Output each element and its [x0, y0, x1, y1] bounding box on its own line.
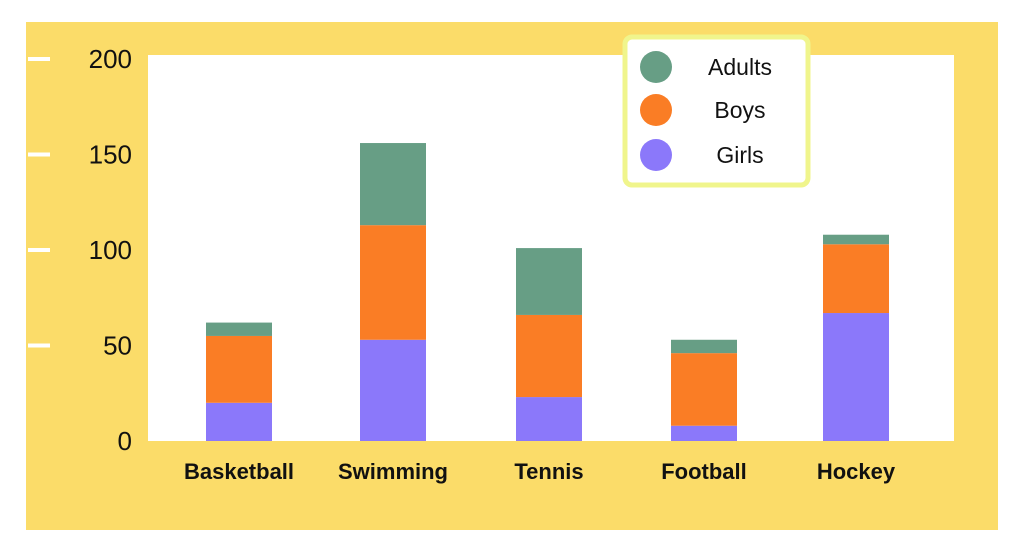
category-label: Tennis	[514, 459, 583, 484]
x-axis-category-labels: Basketball Swimming Tennis Football Hockey	[184, 459, 896, 484]
legend: Adults Boys Girls	[622, 34, 811, 188]
y-tick-label: 150	[89, 140, 132, 170]
legend-swatch-adults	[640, 51, 672, 83]
y-axis-tick-marks	[28, 57, 50, 348]
legend-label-boys: Boys	[714, 97, 765, 123]
bar-segment-adults-swimming	[360, 143, 426, 226]
bar-segment-boys-swimming	[360, 225, 426, 340]
legend-box	[622, 34, 811, 188]
bar-segment-girls-hockey	[823, 313, 889, 441]
bar-segment-boys-basketball	[206, 335, 272, 403]
bar-segment-adults-hockey	[823, 234, 889, 245]
bar-segment-boys-hockey	[823, 244, 889, 314]
bar-segment-adults-football	[671, 339, 737, 354]
bar-segment-girls-basketball	[206, 402, 272, 441]
y-tick-label: 100	[89, 235, 132, 265]
y-axis-tick-labels: 0 50 100 150 200	[89, 44, 132, 456]
category-label: Hockey	[817, 459, 896, 484]
bar-segment-girls-swimming	[360, 339, 426, 441]
legend-label-adults: Adults	[708, 54, 772, 80]
category-label: Football	[661, 459, 747, 484]
bar-segment-adults-basketball	[206, 322, 272, 336]
bar-segment-adults-tennis	[516, 248, 582, 315]
category-label: Swimming	[338, 459, 448, 484]
legend-swatch-girls	[640, 139, 672, 171]
bar-segment-girls-football	[671, 425, 737, 441]
y-tick-mark	[28, 57, 50, 61]
bar-segment-boys-football	[671, 353, 737, 426]
bar-segment-girls-tennis	[516, 397, 582, 441]
y-tick-mark	[28, 248, 50, 252]
y-tick-label: 200	[89, 44, 132, 74]
y-tick-mark	[28, 152, 50, 157]
legend-label-girls: Girls	[716, 142, 763, 168]
legend-swatch-boys	[640, 94, 672, 126]
bars	[206, 143, 889, 441]
y-tick-label: 50	[103, 331, 132, 361]
category-label: Basketball	[184, 459, 294, 484]
y-tick-label: 0	[118, 426, 132, 456]
bar-segment-boys-tennis	[516, 314, 582, 398]
y-tick-mark	[28, 343, 50, 348]
